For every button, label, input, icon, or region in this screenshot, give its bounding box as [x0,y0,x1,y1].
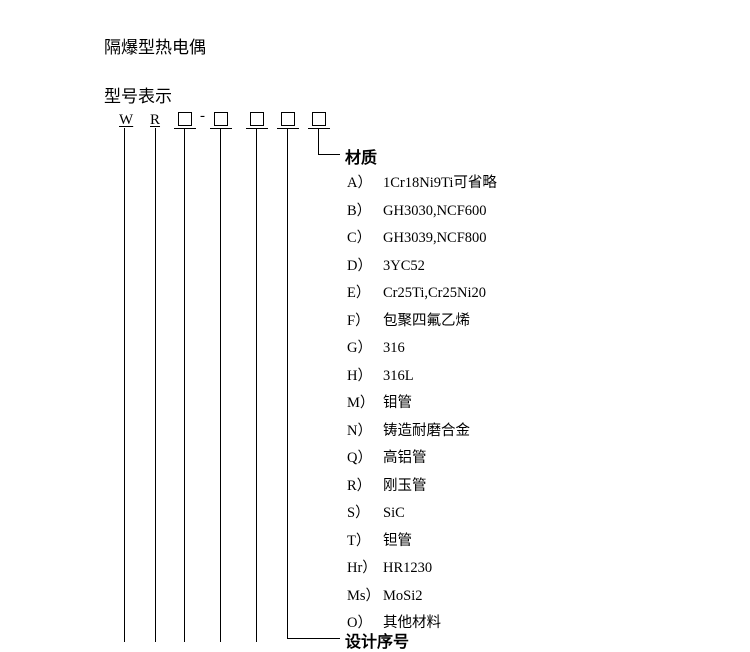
model-slot-1 [178,112,192,126]
connector-material [318,154,340,155]
item-code: D） [347,253,383,281]
item-value: 316L [383,368,414,384]
list-item: T）钽管 [347,528,497,556]
list-item: A）1Cr18Ni9Ti可省略 [347,170,497,198]
list-item: D）3YC52 [347,253,497,281]
design-label: 设计序号 [345,628,409,652]
item-code: S） [347,500,383,528]
list-item: H）316L [347,363,497,391]
material-label: 材质 [345,144,377,168]
item-code: A） [347,170,383,198]
list-item: C）GH3039,NCF800 [347,225,497,253]
subtitle: 型号表示 [104,82,172,107]
item-code: B） [347,198,383,226]
list-item: B）GH3030,NCF600 [347,198,497,226]
item-code: N） [347,418,383,446]
vline-6 [287,128,288,638]
item-value: GH3030,NCF600 [383,203,487,219]
list-item: N）铸造耐磨合金 [347,418,497,446]
item-value: 钽管 [383,533,412,549]
list-item: Ms）MoSi2 [347,583,497,611]
item-code: E） [347,280,383,308]
item-code: G） [347,335,383,363]
model-slot-3 [250,112,264,126]
item-code: Ms） [347,583,383,611]
item-code: Q） [347,445,383,473]
item-value: Cr25Ti,Cr25Ni20 [383,285,486,301]
item-value: 316 [383,340,405,356]
model-slot-5 [312,112,326,126]
list-item: S）SiC [347,500,497,528]
connector-design [287,638,340,639]
item-code: C） [347,225,383,253]
slot-underline-1 [174,128,196,129]
list-item: Q）高铝管 [347,445,497,473]
model-letter-w: W [119,112,133,129]
list-item: G）316 [347,335,497,363]
slot-underline-4 [277,128,299,129]
page-title: 隔爆型热电偶 [104,33,206,58]
item-value: GH3039,NCF800 [383,230,487,246]
vline-2 [155,128,156,642]
model-letter-r: R [150,112,160,129]
vline-3 [184,128,185,642]
slot-underline-3 [246,128,268,129]
vline-5 [256,128,257,642]
item-code: R） [347,473,383,501]
list-item: E）Cr25Ti,Cr25Ni20 [347,280,497,308]
vline-4 [220,128,221,642]
item-value: SiC [383,505,405,521]
model-slot-2 [214,112,228,126]
item-code: M） [347,390,383,418]
item-value: 包聚四氟乙烯 [383,313,470,329]
item-value: MoSi2 [383,588,423,604]
model-slot-4 [281,112,295,126]
item-value: 高铝管 [383,450,427,466]
list-item: Hr）HR1230 [347,555,497,583]
vline-1 [124,128,125,642]
item-code: Hr） [347,555,383,583]
model-dash: - [200,108,205,125]
material-list: A）1Cr18Ni9Ti可省略 B）GH3030,NCF600 C）GH3039… [347,170,497,638]
item-value: HR1230 [383,560,432,576]
item-code: H） [347,363,383,391]
item-value: 铸造耐磨合金 [383,423,470,439]
item-value: 3YC52 [383,258,425,274]
item-code: F） [347,308,383,336]
list-item: M）钼管 [347,390,497,418]
list-item: F）包聚四氟乙烯 [347,308,497,336]
item-code: T） [347,528,383,556]
slot-underline-5 [308,128,330,129]
slot-underline-2 [210,128,232,129]
item-value: 刚玉管 [383,478,427,494]
list-item: R）刚玉管 [347,473,497,501]
item-value: 1Cr18Ni9Ti可省略 [383,175,497,191]
item-value: 钼管 [383,395,412,411]
vline-7 [318,128,319,154]
